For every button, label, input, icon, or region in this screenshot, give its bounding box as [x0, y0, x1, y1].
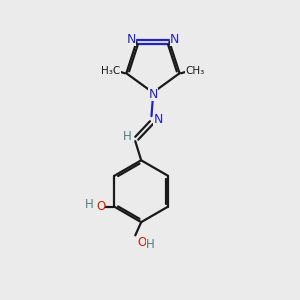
- Text: H: H: [123, 130, 131, 143]
- Text: CH₃: CH₃: [185, 66, 205, 76]
- Text: H: H: [146, 238, 155, 251]
- Text: N: N: [170, 33, 179, 46]
- Text: O: O: [96, 200, 105, 213]
- Text: H: H: [85, 198, 94, 211]
- Text: N: N: [153, 112, 163, 126]
- Text: O: O: [137, 236, 146, 249]
- Text: H₃C: H₃C: [101, 66, 121, 76]
- Text: N: N: [148, 88, 158, 100]
- Text: N: N: [127, 33, 136, 46]
